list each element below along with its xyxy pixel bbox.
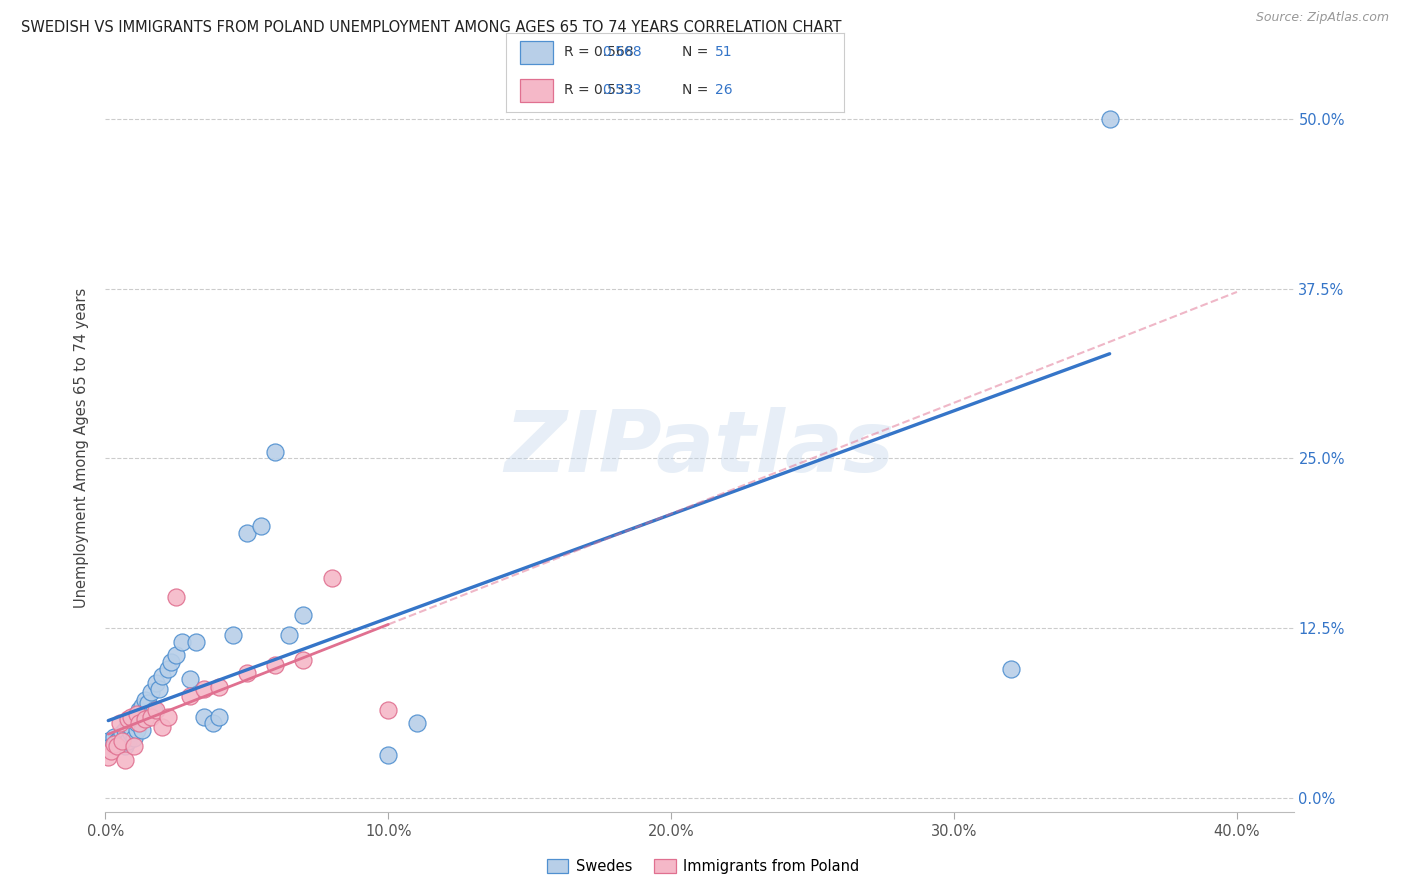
Text: SWEDISH VS IMMIGRANTS FROM POLAND UNEMPLOYMENT AMONG AGES 65 TO 74 YEARS CORRELA: SWEDISH VS IMMIGRANTS FROM POLAND UNEMPL… xyxy=(21,20,842,35)
Point xyxy=(139,709,162,723)
Point xyxy=(1098,112,1121,126)
Point xyxy=(236,666,259,681)
Point xyxy=(236,526,259,541)
Text: N =: N = xyxy=(682,45,713,59)
Point xyxy=(159,655,181,669)
Point xyxy=(207,680,229,694)
Text: 0.568: 0.568 xyxy=(602,45,643,59)
Point xyxy=(103,737,125,751)
Point xyxy=(114,739,136,754)
Point xyxy=(148,682,170,697)
Point xyxy=(100,739,122,754)
Point xyxy=(125,723,148,738)
Point xyxy=(170,635,193,649)
Point xyxy=(131,723,153,738)
Point xyxy=(105,734,128,748)
Point xyxy=(117,734,139,748)
Point xyxy=(179,672,201,686)
Point xyxy=(97,734,120,748)
Point xyxy=(122,709,145,723)
Text: 26: 26 xyxy=(716,83,733,97)
Point xyxy=(134,712,156,726)
Point xyxy=(142,703,165,717)
Point xyxy=(120,709,142,723)
Y-axis label: Unemployment Among Ages 65 to 74 years: Unemployment Among Ages 65 to 74 years xyxy=(75,288,90,608)
Point xyxy=(114,753,136,767)
Point xyxy=(405,716,427,731)
Point xyxy=(103,737,125,751)
Point xyxy=(150,721,173,735)
Point xyxy=(201,716,224,731)
Point xyxy=(111,734,134,748)
Point xyxy=(222,628,245,642)
Point xyxy=(134,693,156,707)
FancyBboxPatch shape xyxy=(520,78,554,102)
Point xyxy=(108,731,131,746)
Point xyxy=(193,682,215,697)
Point xyxy=(134,709,156,723)
Text: R = 0.568: R = 0.568 xyxy=(564,45,633,59)
Point xyxy=(1000,662,1022,676)
Point xyxy=(128,703,150,717)
Point xyxy=(278,628,301,642)
Text: ZIPatlas: ZIPatlas xyxy=(505,407,894,490)
Point xyxy=(145,675,167,690)
Point xyxy=(377,747,399,762)
Point xyxy=(292,652,315,666)
Text: R = 0.533: R = 0.533 xyxy=(564,83,633,97)
Point xyxy=(136,696,159,710)
FancyBboxPatch shape xyxy=(520,41,554,64)
Point xyxy=(111,732,134,747)
Point xyxy=(165,648,187,663)
Point xyxy=(139,685,162,699)
Point xyxy=(250,519,273,533)
Point xyxy=(193,709,215,723)
Text: Source: ZipAtlas.com: Source: ZipAtlas.com xyxy=(1256,11,1389,24)
Point xyxy=(131,698,153,713)
Point xyxy=(125,706,148,721)
Point xyxy=(179,690,201,704)
Point xyxy=(150,669,173,683)
Point xyxy=(103,730,125,744)
Point xyxy=(105,739,128,754)
Point xyxy=(120,721,142,735)
Point xyxy=(156,662,179,676)
Point xyxy=(156,709,179,723)
Point xyxy=(105,739,128,754)
Point xyxy=(292,607,315,622)
Point xyxy=(114,723,136,738)
Point xyxy=(122,731,145,746)
Text: 0.533: 0.533 xyxy=(602,83,641,97)
Point xyxy=(97,750,120,764)
Legend: Swedes, Immigrants from Poland: Swedes, Immigrants from Poland xyxy=(541,854,865,880)
Text: N =: N = xyxy=(682,83,713,97)
Point xyxy=(128,712,150,726)
Point xyxy=(264,657,287,672)
Text: 51: 51 xyxy=(716,45,733,59)
Point xyxy=(100,743,122,757)
Point xyxy=(117,712,139,726)
Point xyxy=(184,635,207,649)
Point xyxy=(377,703,399,717)
Point xyxy=(165,590,187,604)
Point xyxy=(122,739,145,754)
Point xyxy=(207,709,229,723)
Point xyxy=(120,726,142,740)
Point xyxy=(264,444,287,458)
Point xyxy=(117,716,139,731)
Point xyxy=(128,716,150,731)
Point xyxy=(111,726,134,740)
Point xyxy=(108,716,131,731)
Point xyxy=(125,716,148,731)
Point xyxy=(108,737,131,751)
Point xyxy=(145,703,167,717)
Point xyxy=(321,571,343,585)
